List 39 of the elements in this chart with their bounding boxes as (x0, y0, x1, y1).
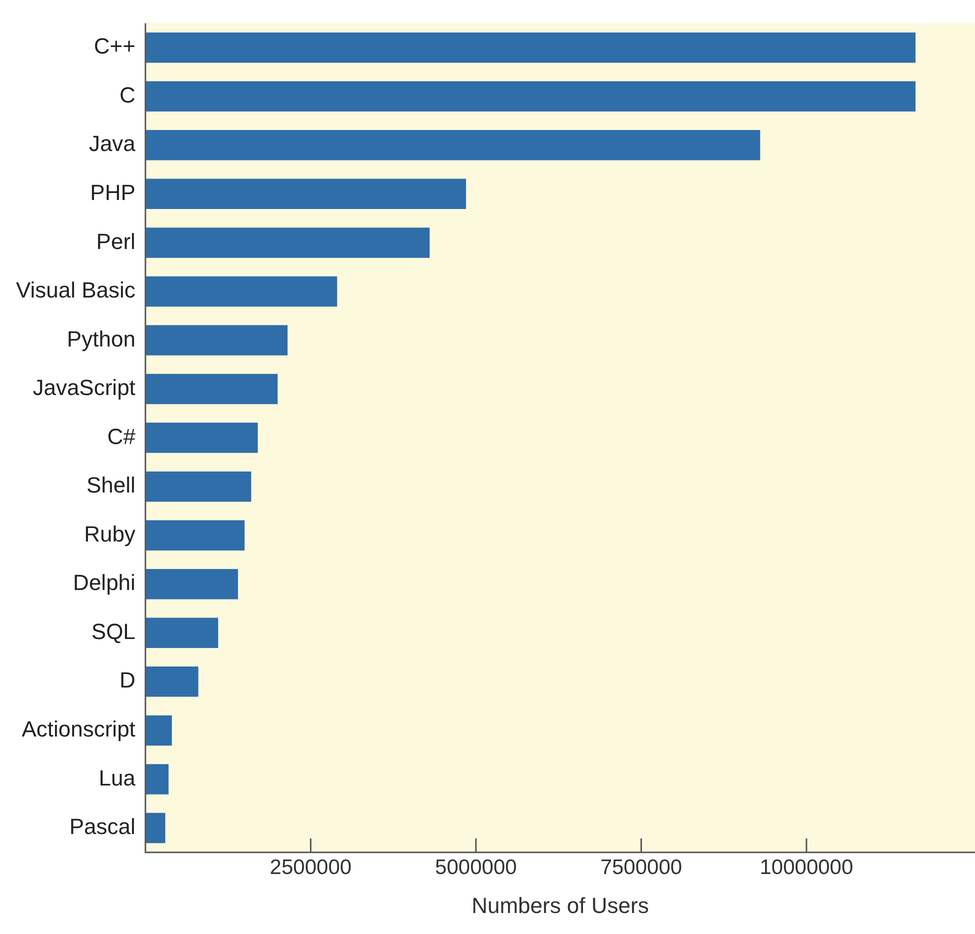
y-tick-label: C++ (94, 34, 136, 59)
y-tick-label: PHP (90, 180, 136, 205)
y-tick-label: C# (107, 424, 136, 449)
y-tick-label: Lua (98, 765, 136, 790)
bar (145, 32, 916, 63)
y-tick-label: Perl (96, 228, 136, 254)
y-tick-label: Pascal (69, 814, 136, 840)
bar (145, 422, 258, 453)
bar (145, 374, 278, 404)
x-tick-label: 2500000 (270, 856, 352, 879)
x-tick-label: 5000000 (435, 856, 517, 879)
bar (145, 325, 288, 356)
bar (145, 715, 172, 746)
bar (145, 471, 252, 502)
y-tick-label: JavaScript (32, 375, 136, 400)
y-tick-label: Java (88, 131, 136, 156)
bar (145, 812, 166, 844)
bar (145, 666, 198, 697)
bar (145, 81, 916, 112)
bar (145, 178, 466, 210)
y-tick-label: Python (66, 326, 136, 352)
y-tick-label: Delphi (73, 570, 136, 596)
y-tick-label: Shell (86, 472, 136, 498)
bar (145, 569, 238, 600)
y-tick-label: D (120, 668, 136, 693)
x-tick-label: 10000000 (760, 856, 854, 879)
bar (145, 276, 338, 307)
bar (145, 228, 430, 258)
x-tick-label: 7500000 (600, 856, 682, 879)
x-axis-title: Numbers of Users (472, 892, 649, 918)
bar (145, 130, 760, 160)
bar (145, 520, 245, 550)
y-tick-label: Actionscript (22, 716, 136, 742)
y-tick-label: Visual Basic (16, 278, 136, 303)
y-tick-label: Ruby (84, 521, 136, 546)
y-tick-label: C (120, 82, 136, 108)
bar (145, 764, 169, 794)
y-tick-label: SQL (91, 618, 136, 644)
bar (145, 618, 218, 648)
